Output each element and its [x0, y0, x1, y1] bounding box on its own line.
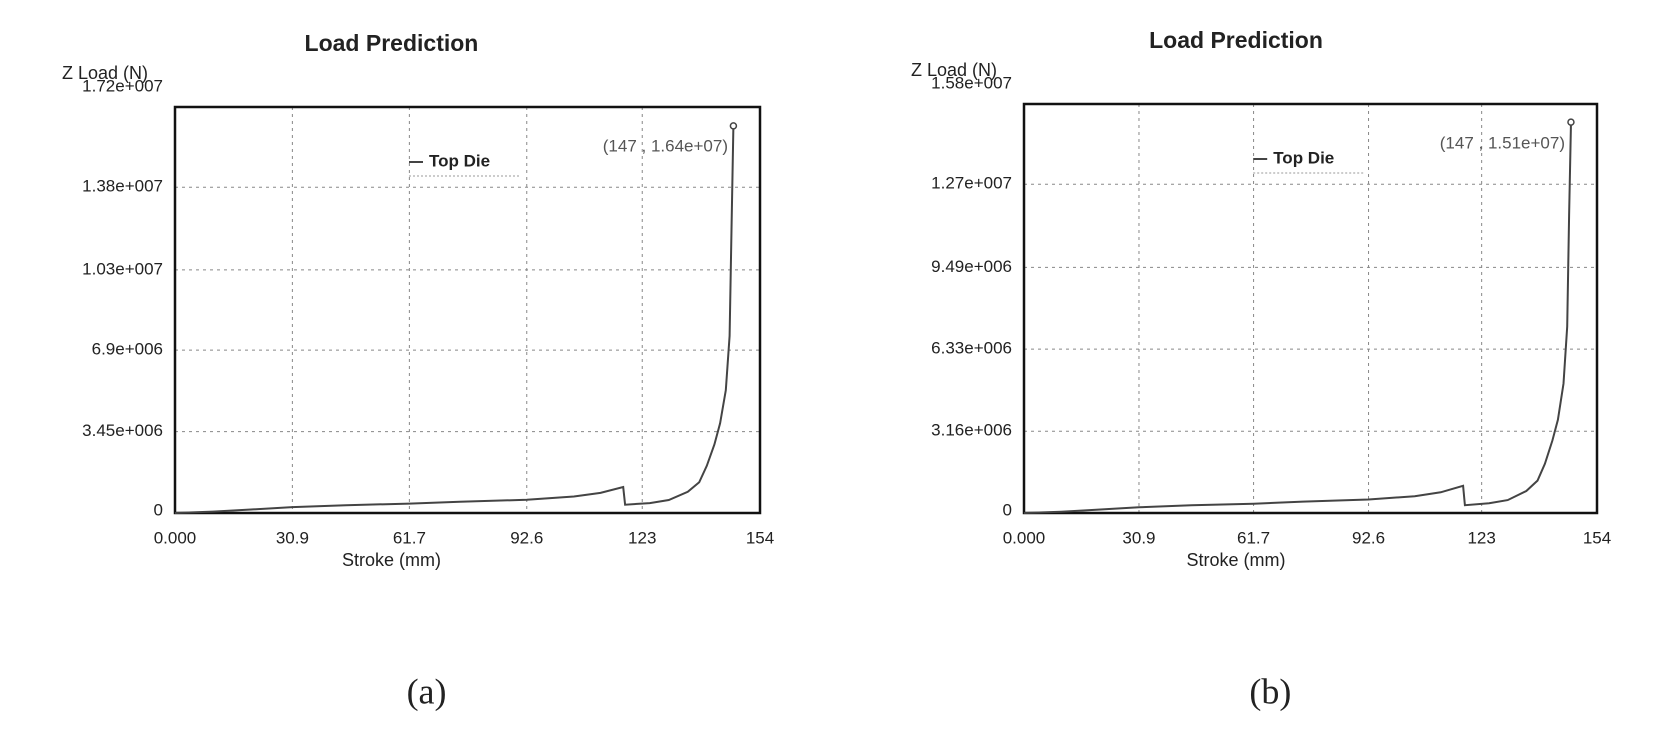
x-tick-label: 154 [1583, 528, 1611, 547]
y-tick-label: 1.27e+007 [931, 174, 1012, 193]
y-tick-label: 3.16e+006 [931, 421, 1012, 440]
x-tick-label: 61.7 [1237, 528, 1270, 547]
x-tick-label: 92.6 [510, 528, 543, 547]
caption: (b) [1249, 671, 1291, 711]
y-tick-label: 3.45e+006 [82, 421, 163, 440]
data-line [174, 125, 735, 514]
plot-frame [1022, 102, 1599, 515]
x-tick-label: 154 [746, 528, 774, 547]
y-tick-label: 6.9e+006 [92, 340, 163, 359]
plot-frame [173, 105, 762, 515]
caption: (a) [407, 671, 447, 711]
annotation: (147 , 1.51e+07) [1440, 133, 1565, 152]
end-marker [1567, 118, 1575, 126]
x-tick-label: 123 [1467, 528, 1495, 547]
data-line [1023, 122, 1572, 514]
y-tick-label: 1.38e+007 [82, 177, 163, 196]
y-tick-label: 1.03e+007 [82, 259, 163, 278]
end-marker [729, 122, 738, 130]
y-axis-label: Z Load (N) [911, 60, 997, 80]
chart-title: Load Prediction [305, 30, 479, 56]
x-axis-label: Stroke (mm) [342, 550, 441, 570]
legend-label: Top Die [429, 151, 490, 170]
x-tick-label: 0.000 [1003, 528, 1046, 547]
x-tick-label: 30.9 [1122, 528, 1155, 547]
x-tick-label: 123 [628, 528, 656, 547]
x-tick-label: 0.000 [154, 528, 197, 547]
y-tick-label: 1.58e+007 [931, 73, 1012, 92]
y-tick-label: 0 [1003, 500, 1012, 519]
y-axis-label: Z Load (N) [62, 63, 148, 83]
x-tick-label: 61.7 [393, 528, 426, 547]
chart-title: Load Prediction [1149, 27, 1323, 53]
y-tick-label: 9.49e+006 [931, 257, 1012, 276]
x-tick-label: 92.6 [1352, 528, 1385, 547]
x-axis-label: Stroke (mm) [1187, 550, 1286, 570]
x-tick-label: 30.9 [276, 528, 309, 547]
y-tick-label: 6.33e+006 [931, 339, 1012, 358]
y-tick-label: 0 [154, 500, 163, 519]
legend-label: Top Die [1273, 148, 1334, 167]
annotation: (147 , 1.64e+07) [603, 136, 728, 155]
y-tick-label: 1.72e+007 [82, 76, 163, 95]
